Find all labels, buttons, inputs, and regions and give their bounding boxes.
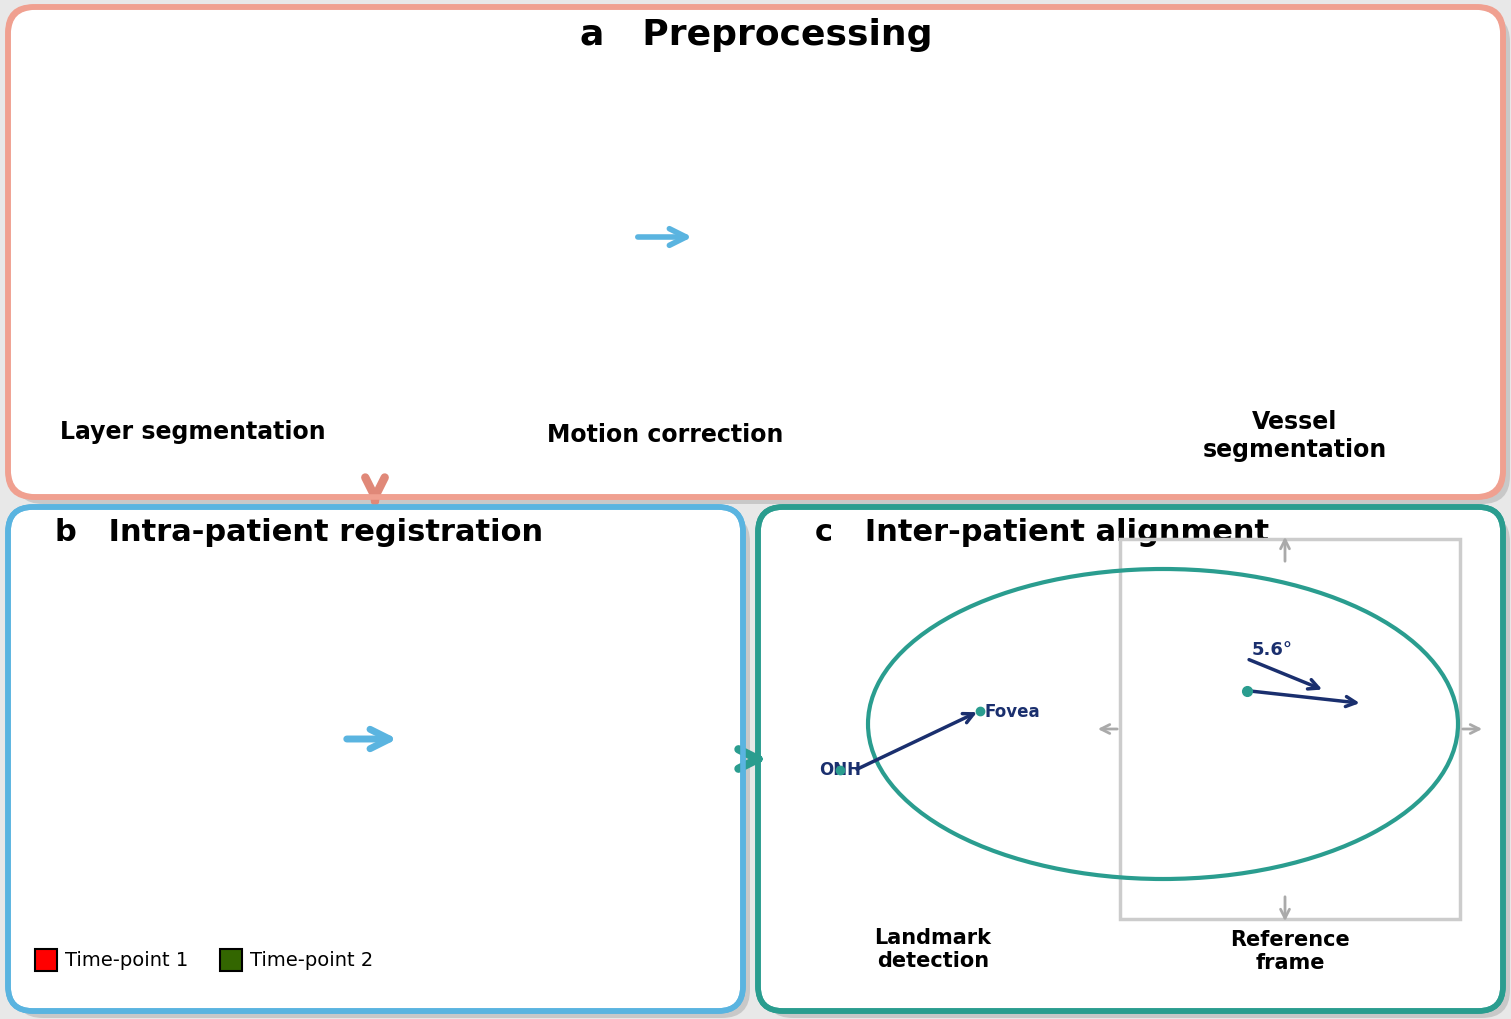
Bar	[221, 949, 242, 971]
Text: a   Preprocessing: a Preprocessing	[580, 18, 932, 52]
FancyBboxPatch shape	[15, 515, 749, 1018]
Text: Time-point 1: Time-point 1	[65, 951, 189, 969]
Text: ONH: ONH	[819, 760, 861, 779]
Text: Vessel
segmentation: Vessel segmentation	[1203, 410, 1387, 462]
FancyBboxPatch shape	[8, 8, 1503, 497]
Text: 5.6°: 5.6°	[1251, 640, 1292, 658]
Text: Motion correction: Motion correction	[547, 423, 783, 446]
FancyBboxPatch shape	[759, 507, 1503, 1011]
Bar	[35, 949, 57, 971]
Text: Time-point 2: Time-point 2	[249, 951, 373, 969]
Text: c   Inter-patient alignment: c Inter-patient alignment	[814, 518, 1269, 546]
Text: Fovea: Fovea	[985, 702, 1040, 720]
FancyBboxPatch shape	[765, 515, 1509, 1018]
FancyBboxPatch shape	[8, 507, 743, 1011]
Text: Landmark
detection: Landmark detection	[875, 927, 991, 970]
Text: Reference
frame: Reference frame	[1230, 929, 1349, 972]
FancyBboxPatch shape	[15, 15, 1509, 504]
Text: Layer segmentation: Layer segmentation	[60, 420, 326, 443]
Bar	[1120, 539, 1460, 919]
Text: b   Intra-patient registration: b Intra-patient registration	[54, 518, 542, 546]
